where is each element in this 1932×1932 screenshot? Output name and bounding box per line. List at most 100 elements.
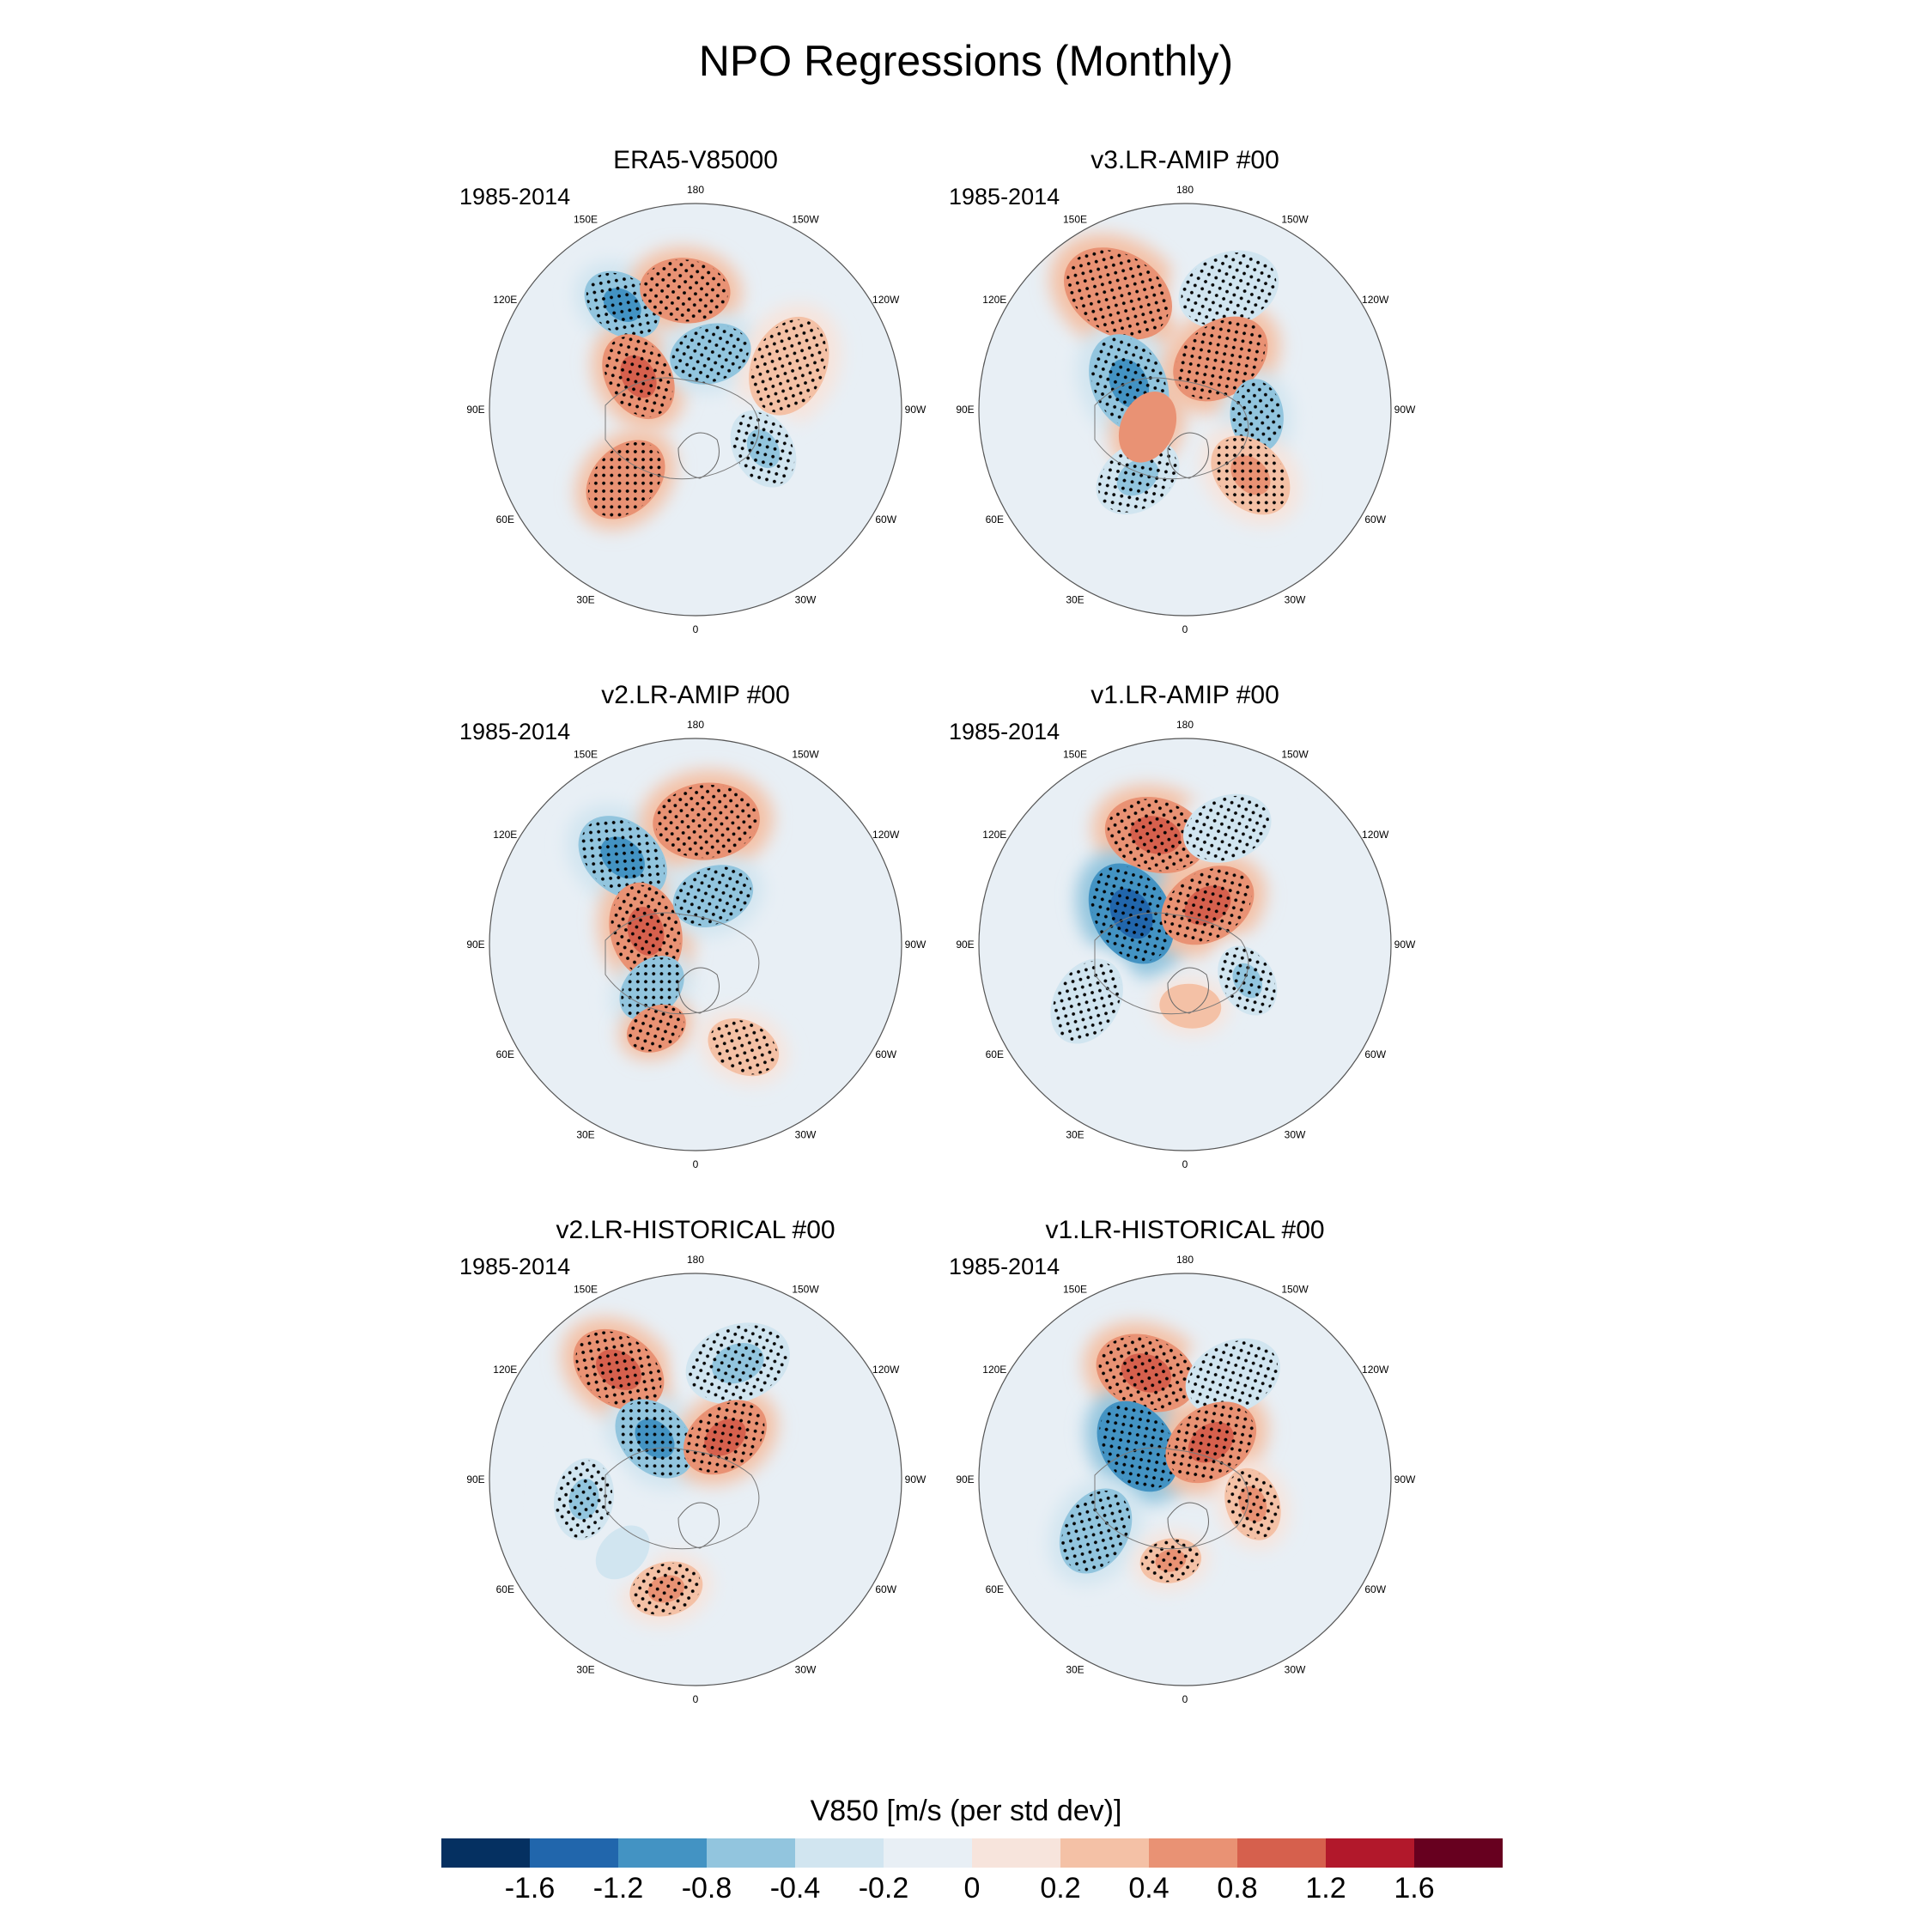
longitude-label: 120E	[982, 1364, 1006, 1376]
main-title: NPO Regressions (Monthly)	[698, 37, 1234, 85]
longitude-label: 0	[1182, 1158, 1188, 1170]
longitude-label: 90E	[956, 404, 974, 416]
longitude-label: 90E	[466, 404, 484, 416]
anomaly-core	[609, 1539, 636, 1566]
colorbar-swatch	[530, 1838, 618, 1868]
longitude-label: 90E	[956, 1473, 974, 1485]
coastline	[1167, 1502, 1209, 1549]
longitude-label: 60W	[875, 1583, 896, 1595]
colorbar-title: V850 [m/s (per std dev)]	[810, 1795, 1122, 1827]
longitude-label: 30E	[1066, 1664, 1084, 1676]
map-boundary	[489, 203, 902, 617]
longitude-label: 180	[687, 719, 704, 731]
significance-stipple	[575, 1331, 662, 1409]
panel-title: v2.LR-HISTORICAL #00	[556, 1216, 835, 1244]
longitude-label: 60E	[986, 1583, 1004, 1595]
significance-stipple	[671, 325, 750, 383]
longitude-label: 120W	[1362, 1364, 1389, 1376]
longitude-label: 180	[687, 184, 704, 196]
colorbar-swatch	[441, 1838, 530, 1868]
significance-stipple	[1052, 960, 1121, 1042]
coastline	[677, 967, 720, 1014]
coastline	[605, 1447, 760, 1550]
longitude-label: 120W	[1362, 294, 1389, 306]
longitude-label: 150W	[792, 748, 819, 760]
panel-v1-lr-historical: v1.LR-HISTORICAL #00 1985-2014 180 150E 12…	[936, 1216, 1434, 1705]
colorbar-tick-label: -0.8	[681, 1872, 732, 1905]
longitude-label: 90W	[905, 939, 927, 951]
longitude-label: 150E	[1063, 1283, 1087, 1295]
significance-stipple	[1099, 1403, 1176, 1490]
longitude-label: 150W	[1281, 1283, 1309, 1295]
colorbar-swatch	[1060, 1838, 1149, 1868]
colorbar-swatch	[1326, 1838, 1414, 1868]
significance-stipple	[1098, 1335, 1194, 1410]
longitude-label: 60W	[875, 1048, 896, 1060]
longitude-label: 120E	[493, 1364, 517, 1376]
longitude-label: 30E	[576, 1664, 594, 1676]
longitude-label: 150W	[1281, 748, 1309, 760]
longitude-label: 90E	[466, 1473, 484, 1485]
map-boundary	[978, 1273, 1392, 1686]
significance-stipple	[1168, 1403, 1255, 1481]
significance-stipple	[1141, 1539, 1200, 1583]
longitude-label: 90W	[1394, 1473, 1416, 1485]
panel-title: v3.LR-AMIP #00	[1091, 146, 1279, 174]
colorbar-tick-label: -1.6	[504, 1872, 556, 1905]
longitude-label: 0	[1182, 623, 1188, 635]
longitude-label: 120E	[493, 829, 517, 841]
significance-stipple	[1185, 795, 1269, 861]
longitude-label: 120E	[493, 294, 517, 306]
significance-stipple	[1061, 1490, 1131, 1572]
panel-v3-lr-amip: v3.LR-AMIP #00 1985-2014 180 150E 120E 90E 6…	[936, 146, 1434, 635]
longitude-label: 60W	[1364, 1583, 1386, 1595]
longitude-label: 90E	[956, 939, 974, 951]
coastline	[1167, 432, 1209, 479]
polar-map: 180 150E 120E 90E 60E 30E 0 30W 60W 90W 120W 150W	[956, 719, 1416, 1170]
panel-v2-lr-amip: v2.LR-AMIP #00 1985-2014 180 150E 120E 90E 6…	[447, 681, 945, 1170]
polar-map: 180 150E 120E 90E 60E 30E 0 30W 60W 90W 120W 150W	[466, 1254, 927, 1705]
map-boundary	[489, 1273, 902, 1686]
colorbar-tick-label: -1.2	[592, 1872, 644, 1905]
longitude-label: 150E	[574, 1283, 598, 1295]
longitude-label: 120W	[1362, 829, 1389, 841]
colorbar	[441, 1838, 1503, 1868]
significance-stipple	[1231, 380, 1283, 452]
significance-stipple	[655, 784, 757, 859]
significance-stipple	[628, 1005, 685, 1052]
colorbar-tick-label: 0.2	[1040, 1872, 1081, 1905]
significance-stipple	[631, 1563, 702, 1615]
map-boundary	[978, 203, 1392, 617]
longitude-label: 60W	[875, 513, 896, 526]
colorbar-labels: -1.6 -1.2 -0.8 -0.4 -0.2 0 0.2 0.4 0.8 1.2 1.6	[441, 1872, 1503, 1915]
colorbar-swatch	[1414, 1838, 1503, 1868]
longitude-label: 60E	[986, 513, 1004, 526]
panel-period: 1985-2014	[949, 719, 1060, 744]
longitude-label: 30W	[1285, 594, 1306, 606]
map-boundary	[978, 738, 1392, 1151]
significance-stipple	[1097, 441, 1177, 513]
coastline	[1094, 1447, 1249, 1550]
significance-stipple	[1181, 252, 1277, 327]
longitude-label: 150W	[1281, 213, 1309, 225]
coastline	[677, 432, 720, 479]
longitude-label: 90W	[905, 1473, 927, 1485]
coastline	[1094, 377, 1249, 480]
polar-map: 180 150E 120E 90E 60E 30E 0 30W 60W 90W 120W 150W	[956, 1254, 1416, 1705]
longitude-label: 30E	[576, 594, 594, 606]
longitude-label: 60E	[496, 1583, 514, 1595]
longitude-label: 90W	[905, 404, 927, 416]
longitude-label: 30W	[1285, 1129, 1306, 1141]
significance-stipple	[555, 1460, 613, 1539]
longitude-label: 0	[1182, 1693, 1188, 1705]
coastline	[1167, 967, 1209, 1014]
panel-title: v2.LR-AMIP #00	[601, 681, 790, 709]
map-boundary	[489, 738, 902, 1151]
longitude-label: 180	[1176, 719, 1194, 731]
panel-period: 1985-2014	[949, 184, 1060, 210]
significance-stipple	[604, 336, 673, 417]
panel-period: 1985-2014	[459, 184, 571, 210]
anomaly-core	[1175, 994, 1206, 1018]
colorbar-tick-label: -0.2	[858, 1872, 909, 1905]
colorbar-swatch	[1237, 1838, 1326, 1868]
